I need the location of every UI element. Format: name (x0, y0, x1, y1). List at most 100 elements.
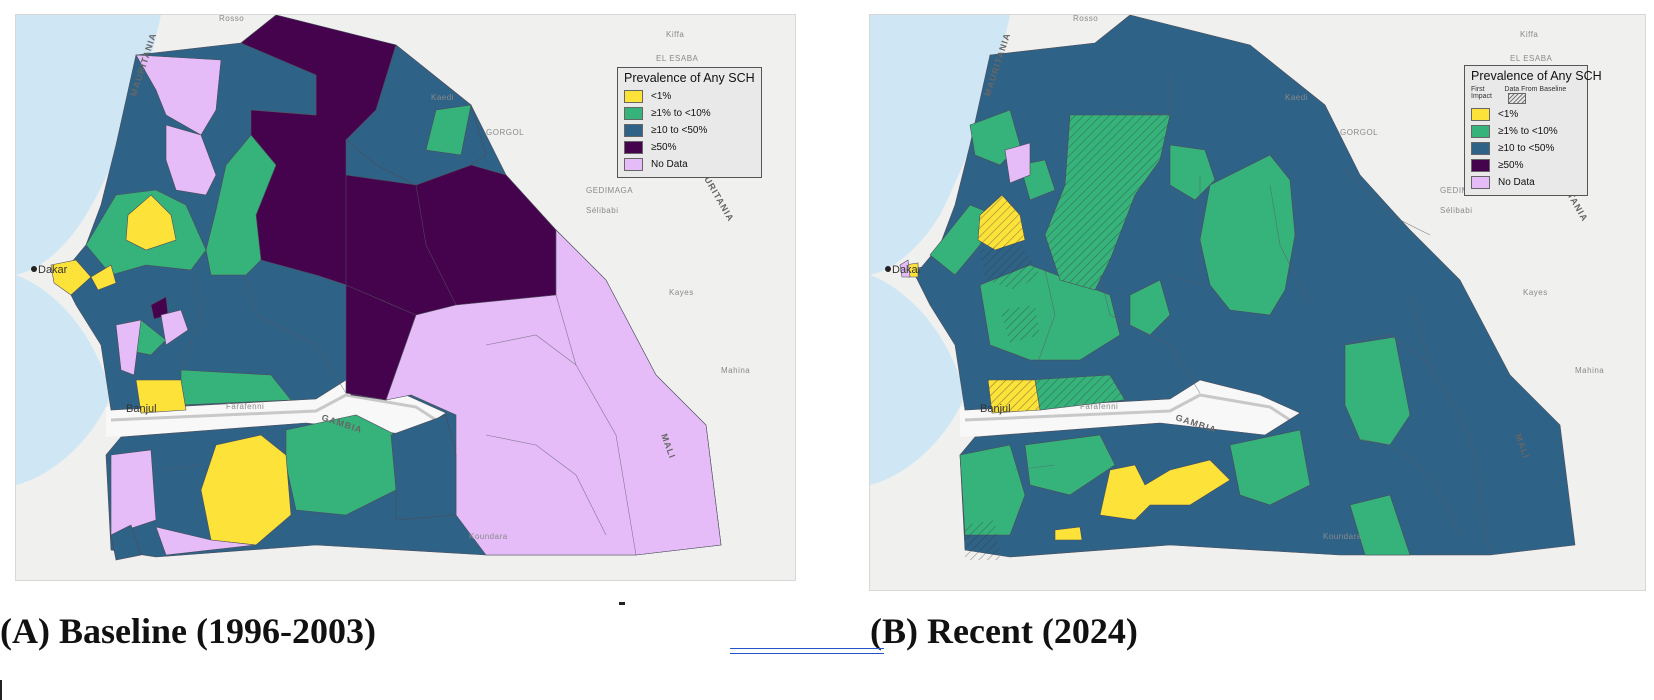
dakar-marker (31, 266, 37, 272)
legend-label: <1% (1498, 109, 1519, 120)
ocean-south (870, 275, 965, 485)
gambia-river (110, 393, 437, 422)
hatch-overlay-blue-sw (965, 520, 1000, 560)
label-rosso: Rosso (219, 15, 244, 23)
region-g1-central (205, 134, 277, 276)
region-nodata-sw (110, 449, 157, 536)
swatch-g10 (1471, 142, 1490, 155)
label-gorgol: GORGOL (1340, 128, 1378, 137)
region-nodata-cap (899, 259, 911, 278)
hatch-swatch (1508, 93, 1527, 104)
label-gorgol: GORGOL (486, 128, 524, 137)
label-guidimaga: GEDIMAGA (1440, 186, 1487, 195)
hatch-overlay-lt1-coast (988, 380, 1040, 413)
label-el-esaba: EL ESABA (656, 54, 699, 63)
label-koundara: Koundara (469, 532, 508, 541)
region-g10-sw (110, 524, 142, 561)
legend-label: ≥50% (651, 142, 677, 153)
region-nodata-nw2 (165, 124, 217, 196)
legend-recent: Prevalence of Any SCH First Impact Data … (1464, 65, 1602, 196)
region-lt1-cap2 (90, 264, 117, 291)
region-g1-sw (959, 444, 1026, 536)
map-panel-baseline: Rosso Kaedi Kiffa EL ESABA GORGOL GEDIMA… (15, 14, 796, 581)
hatch-overlay-small (1000, 305, 1040, 343)
caption-recent: (B) Recent (2024) (870, 611, 1138, 651)
label-selibabi: Sélibabi (586, 206, 618, 215)
label-mahina: Mahina (1575, 366, 1604, 375)
label-kaedi: Kaedi (1285, 93, 1308, 102)
region-nodata (1004, 142, 1031, 184)
label-dakar: Dakar (38, 264, 68, 276)
legend-label: ≥1% to <10% (1498, 126, 1558, 137)
gambia-river (964, 393, 1291, 422)
label-banjul: Banjul (126, 403, 157, 415)
region-lt1-west-coast (135, 379, 187, 414)
swatch-g1 (624, 107, 643, 120)
legend-label: ≥1% to <10% (651, 108, 711, 119)
swatch-nodata (624, 158, 643, 171)
legend-item-g50: ≥50% (624, 139, 755, 156)
label-farafenni: Farafenni (1080, 402, 1118, 411)
region-borders (160, 75, 637, 556)
legend-item-g50: ≥50% (1471, 157, 1581, 174)
label-farafenni: Farafenni (226, 402, 264, 411)
legend-item-nodata: No Data (1471, 174, 1581, 191)
label-kaedi: Kaedi (431, 93, 454, 102)
legend-baseline: Prevalence of Any SCH <1% ≥1% to <10% ≥1… (617, 67, 762, 178)
region-nodata-west (115, 319, 142, 376)
region-nodata-small (160, 309, 189, 346)
label-kiffa: Kiffa (1520, 30, 1538, 39)
label-el-esaba: EL ESABA (1510, 54, 1553, 63)
label-selibabi: Sélibabi (1440, 206, 1472, 215)
legend-item-lt1: <1% (624, 88, 755, 105)
legend-item-lt1: <1% (1471, 106, 1581, 123)
swatch-lt1 (1471, 108, 1490, 121)
region-g1-c2 (1129, 279, 1171, 336)
legend-label: <1% (651, 91, 672, 102)
legend-label: ≥50% (1498, 160, 1524, 171)
region-g1-c1 (1169, 144, 1216, 201)
legend-title: Prevalence of Any SCH (624, 71, 755, 85)
legend-item-nodata: No Data (624, 156, 755, 173)
legend-item-g10: ≥10 to <50% (1471, 140, 1581, 157)
region-lt1-south (1099, 459, 1231, 521)
region-borders (1014, 75, 1491, 556)
hatch-overlay-north (1045, 115, 1170, 290)
legend-label: ≥10 to <50% (651, 125, 708, 136)
swatch-g1 (1471, 125, 1490, 138)
swatch-lt1 (624, 90, 643, 103)
legend-label: No Data (1498, 177, 1535, 188)
stray-mark (619, 602, 625, 605)
label-mahina: Mahina (721, 366, 750, 375)
legend-sub-right: Data From Baseline (1504, 86, 1567, 93)
label-guidimaga: GEDIMAGA (586, 186, 633, 195)
legend-label: No Data (651, 159, 688, 170)
region-g1-ne (425, 104, 472, 156)
dakar-marker (885, 266, 891, 272)
label-kiffa: Kiffa (666, 30, 684, 39)
legend-item-g1: ≥1% to <10% (1471, 123, 1581, 140)
region-g1-center-big (1199, 154, 1296, 316)
gambia-region (960, 380, 1300, 437)
legend-item-g1: ≥1% to <10% (624, 105, 755, 122)
legend-label: ≥10 to <50% (1498, 143, 1555, 154)
swatch-g50 (1471, 159, 1490, 172)
ocean-south (16, 275, 111, 485)
region-g1-far-se (1349, 494, 1411, 556)
region-g1-se (1229, 429, 1311, 506)
swatch-nodata (1471, 176, 1490, 189)
label-kayes: Kayes (669, 288, 694, 297)
region-lt1-south (200, 434, 292, 546)
map-panel-recent: Rosso Kaedi Kiffa EL ESABA GORGOL GEDIMA… (869, 14, 1646, 591)
hatch-overlay-lt1-north (978, 195, 1025, 250)
legend-item-g10: ≥10 to <50% (624, 122, 755, 139)
label-kayes: Kayes (1523, 288, 1548, 297)
region-lt1-south-small (1054, 526, 1083, 541)
ocean-north (870, 15, 1010, 275)
label-dakar: Dakar (892, 264, 922, 276)
region-lt1-north (125, 194, 177, 251)
hatch-overlay-blue-w (980, 243, 1040, 290)
label-koundara: Koundara (1323, 532, 1362, 541)
double-underline (730, 648, 884, 654)
legend-title: Prevalence of Any SCH (1471, 69, 1602, 83)
